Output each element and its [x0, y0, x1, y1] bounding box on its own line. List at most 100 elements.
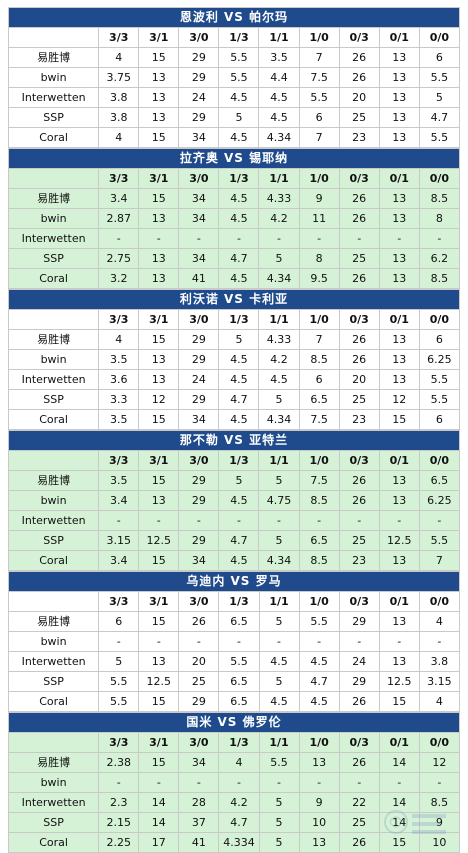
odds-cell: 3.4: [99, 491, 139, 511]
odds-cell: 15: [139, 551, 179, 571]
odds-cell: 5.5: [419, 370, 459, 390]
bookmaker-name: Interwetten: [9, 793, 99, 813]
column-header-cell: 1/0: [299, 451, 339, 471]
odds-cell: 37: [179, 813, 219, 833]
odds-cell: 13: [139, 249, 179, 269]
column-header-cell: 3/3: [99, 451, 139, 471]
odds-cell: 34: [179, 209, 219, 229]
odds-cell: 4.33: [259, 330, 299, 350]
odds-cell: 11: [299, 209, 339, 229]
odds-cell: 13: [379, 48, 419, 68]
odds-cell: 4.5: [259, 108, 299, 128]
odds-cell: 6.5: [219, 672, 259, 692]
column-header-cell: 0/3: [339, 169, 379, 189]
odds-cell: 4.5: [219, 370, 259, 390]
odds-cell: 13: [379, 128, 419, 148]
odds-cell: 26: [339, 692, 379, 712]
odds-cell: 6.25: [419, 350, 459, 370]
odds-cell: 13: [139, 108, 179, 128]
odds-cell: -: [339, 511, 379, 531]
match-title: 那不勒 VS 亚特兰: [9, 431, 460, 451]
odds-cell: 13: [379, 88, 419, 108]
column-header-cell: 0/1: [379, 169, 419, 189]
odds-cell: 3.5: [99, 350, 139, 370]
odds-cell: 5: [99, 652, 139, 672]
bookmaker-name: 易胜博: [9, 471, 99, 491]
odds-cell: 3.6: [99, 370, 139, 390]
odds-cell: 34: [179, 753, 219, 773]
odds-cell: 4.7: [219, 249, 259, 269]
column-header-cell: 3/0: [179, 28, 219, 48]
odds-cell: 24: [179, 88, 219, 108]
odds-cell: 4.34: [259, 410, 299, 430]
odds-cell: 8: [419, 209, 459, 229]
odds-cell: 4.5: [219, 551, 259, 571]
column-header-cell: 0/1: [379, 733, 419, 753]
column-header-cell: 1/0: [299, 310, 339, 330]
odds-cell: 3.2: [99, 269, 139, 289]
odds-cell: 4.5: [259, 370, 299, 390]
odds-cell: 34: [179, 551, 219, 571]
odds-cell: 7.5: [299, 68, 339, 88]
odds-cell: 4.5: [219, 410, 259, 430]
odds-cell: 25: [179, 672, 219, 692]
odds-cell: 24: [179, 370, 219, 390]
column-header-cell: 1/3: [219, 310, 259, 330]
odds-cell: 5: [219, 471, 259, 491]
odds-cell: 26: [339, 269, 379, 289]
odds-cell: 29: [339, 612, 379, 632]
column-header-cell: 1/3: [219, 451, 259, 471]
odds-cell: 25: [339, 813, 379, 833]
odds-cell: 3.3: [99, 390, 139, 410]
odds-cell: -: [379, 229, 419, 249]
odds-cell: -: [219, 773, 259, 793]
odds-cell: 15: [139, 692, 179, 712]
odds-cell: 34: [179, 249, 219, 269]
odds-cell: 25: [339, 390, 379, 410]
column-header-cell: 1/1: [259, 592, 299, 612]
odds-cell: 12: [379, 390, 419, 410]
match-title-row: 乌迪内 VS 罗马: [9, 572, 460, 592]
odds-cell: -: [419, 229, 459, 249]
odds-cell: 4.5: [299, 692, 339, 712]
match-title-row: 拉齐奥 VS 锡耶纳: [9, 149, 460, 169]
odds-cell: -: [179, 632, 219, 652]
odds-cell: 12.5: [379, 531, 419, 551]
odds-cell: 24: [339, 652, 379, 672]
column-header-cell: 1/0: [299, 169, 339, 189]
odds-cell: 5.5: [419, 128, 459, 148]
odds-cell: -: [299, 773, 339, 793]
odds-cell: 15: [379, 692, 419, 712]
table-row: bwin---------: [9, 632, 460, 652]
odds-cell: 13: [139, 88, 179, 108]
odds-cell: 4: [419, 692, 459, 712]
watermark-logo-icon: [382, 804, 452, 844]
bookmaker-name: 易胜博: [9, 330, 99, 350]
odds-cell: 13: [139, 209, 179, 229]
odds-cell: 15: [379, 410, 419, 430]
match-title: 乌迪内 VS 罗马: [9, 572, 460, 592]
odds-cell: -: [299, 229, 339, 249]
odds-cell: 29: [179, 48, 219, 68]
odds-cell: 12: [419, 753, 459, 773]
odds-cell: 13: [139, 370, 179, 390]
bookmaker-name: SSP: [9, 249, 99, 269]
odds-cell: 29: [179, 491, 219, 511]
odds-cell: 28: [179, 793, 219, 813]
column-header-cell: 3/3: [99, 310, 139, 330]
bookmaker-name: Coral: [9, 269, 99, 289]
odds-cell: 5.5: [259, 753, 299, 773]
